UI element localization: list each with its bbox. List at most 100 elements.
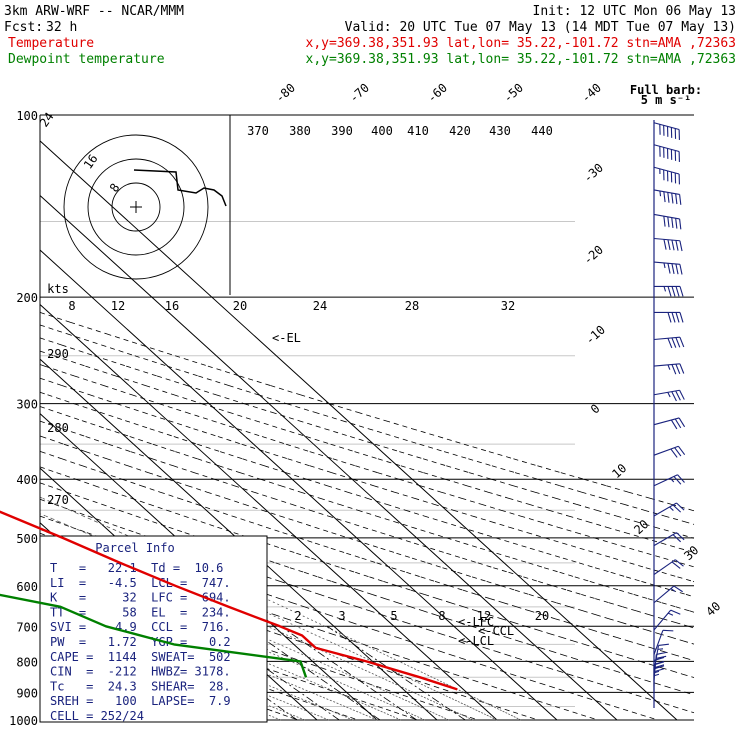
- barb-staff: [653, 609, 672, 631]
- parcel-info-row: SREH = 100 LAPSE= 7.9: [50, 694, 231, 708]
- pressure-label-200: 200: [16, 291, 38, 305]
- barb-full: [667, 239, 671, 251]
- temperature-line: [0, 510, 458, 691]
- dry-adiabat-450: [39, 337, 695, 539]
- theta-label-370: 370: [247, 124, 269, 138]
- dry-adiabat-410: [39, 391, 695, 598]
- barb-full: [679, 286, 684, 297]
- wind-barb: [653, 144, 680, 162]
- barb-staff: [653, 213, 680, 220]
- barb-full: [673, 585, 683, 593]
- theta-label-400: 400: [371, 124, 393, 138]
- barb-staff: [653, 237, 680, 242]
- barb-full: [656, 651, 667, 656]
- mixing-ratio-label-2: 2: [294, 609, 301, 623]
- barb-full: [667, 192, 670, 203]
- barb-full: [671, 312, 676, 323]
- dry-adiabat-380: [39, 435, 695, 645]
- barb-full: [674, 418, 682, 429]
- level-marker-lcl: <-LCL: [458, 634, 494, 648]
- barb-staff: [653, 445, 679, 456]
- wind-barb: [653, 664, 665, 694]
- barb-full: [679, 264, 683, 275]
- pressure-label-400: 400: [16, 473, 38, 487]
- pressure-label-700: 700: [16, 620, 38, 634]
- barb-staff: [653, 336, 680, 341]
- barb-half: [663, 262, 666, 269]
- wind-barb: [653, 389, 685, 402]
- isotherm-40: [39, 249, 558, 721]
- theta-label-410: 410: [407, 124, 429, 138]
- barb-half: [669, 477, 675, 483]
- dry-adiabat-470: [39, 312, 695, 512]
- barb-full: [673, 476, 682, 485]
- barb-full: [670, 419, 678, 430]
- valid-time: Valid: 20 UTC Tue 07 May 13 (14 MDT Tue …: [345, 20, 736, 35]
- parcel-info-row: Tc = 24.3 SHEAR= 28.: [50, 679, 231, 693]
- hodograph-ring-label-16: 16: [81, 152, 101, 172]
- barb-staff: [653, 189, 680, 195]
- barb-full: [677, 474, 685, 483]
- barb-full: [653, 664, 665, 669]
- level-marker-lfc: <-LFC: [458, 615, 494, 629]
- pressure-label-1000: 1000: [9, 714, 38, 728]
- parcel-info-row: SVI = -4.9 CCL = 716.: [50, 620, 231, 634]
- hodograph-ring-16: [87, 158, 185, 256]
- pressure-label-900: 900: [16, 686, 38, 700]
- moist-adiabat-26: [39, 528, 474, 721]
- moist-adiabat-22: [39, 543, 450, 721]
- wind-barb: [653, 336, 685, 349]
- barb-full: [663, 191, 666, 203]
- wind-speed-label-8: 8: [68, 299, 75, 313]
- dry-adiabat-330: [39, 515, 659, 721]
- dry-adiabat-340: [39, 498, 695, 714]
- barb-full: [675, 390, 681, 401]
- barb-half: [653, 670, 660, 674]
- barb-full: [672, 504, 682, 513]
- dry-adiabat-360: [39, 466, 695, 678]
- dewpoint-legend: Dewpoint temperature: [8, 52, 165, 67]
- barb-half: [653, 673, 660, 677]
- barb-full: [671, 217, 674, 228]
- barb-staff: [653, 532, 677, 547]
- moist-adiabat-18: [39, 557, 426, 721]
- theta-label-440: 440: [531, 124, 553, 138]
- barb-full: [677, 445, 686, 455]
- barb-full: [678, 417, 686, 428]
- dry-adiabat-350: [39, 482, 695, 696]
- barb-full: [671, 192, 674, 204]
- barb-staff: [653, 261, 680, 265]
- wind-barb-column: [653, 120, 686, 708]
- parcel-info-title: Parcel Info: [95, 541, 174, 555]
- pressure-label-300: 300: [16, 398, 38, 412]
- dewpoint-location: x,y=369.38,351.93 lat,lon= 35.22,-101.72…: [306, 52, 736, 67]
- barb-half: [667, 612, 674, 616]
- wind-barb: [653, 122, 680, 140]
- wind-barb: [653, 237, 683, 252]
- hodograph-trace: [133, 169, 227, 207]
- parcel-info-box: [39, 535, 268, 723]
- barb-staff: [653, 122, 680, 131]
- moist-adiabat-34: [39, 496, 522, 721]
- wind-barb: [653, 363, 685, 375]
- level-marker-ccl: <-CCL: [478, 624, 514, 638]
- barb-full: [674, 559, 684, 567]
- wind-speed-label-12: 12: [111, 299, 125, 313]
- mixing-ratio-line-8: [245, 625, 381, 721]
- barb-full: [679, 337, 685, 348]
- barb-full: [671, 391, 677, 402]
- barb-full: [679, 389, 685, 400]
- barb-full: [658, 643, 669, 646]
- barb-full: [667, 286, 672, 297]
- wind-speed-unit: kts: [47, 282, 69, 296]
- wind-barb: [653, 261, 683, 275]
- barb-full: [663, 216, 666, 227]
- wind-barb: [653, 213, 682, 230]
- barb-full: [670, 448, 678, 458]
- barb-full: [653, 656, 665, 661]
- moist-adiabat-2: [39, 606, 330, 721]
- barb-full: [655, 655, 667, 659]
- pressure-label-100: 100: [16, 109, 38, 123]
- barb-full: [675, 218, 678, 229]
